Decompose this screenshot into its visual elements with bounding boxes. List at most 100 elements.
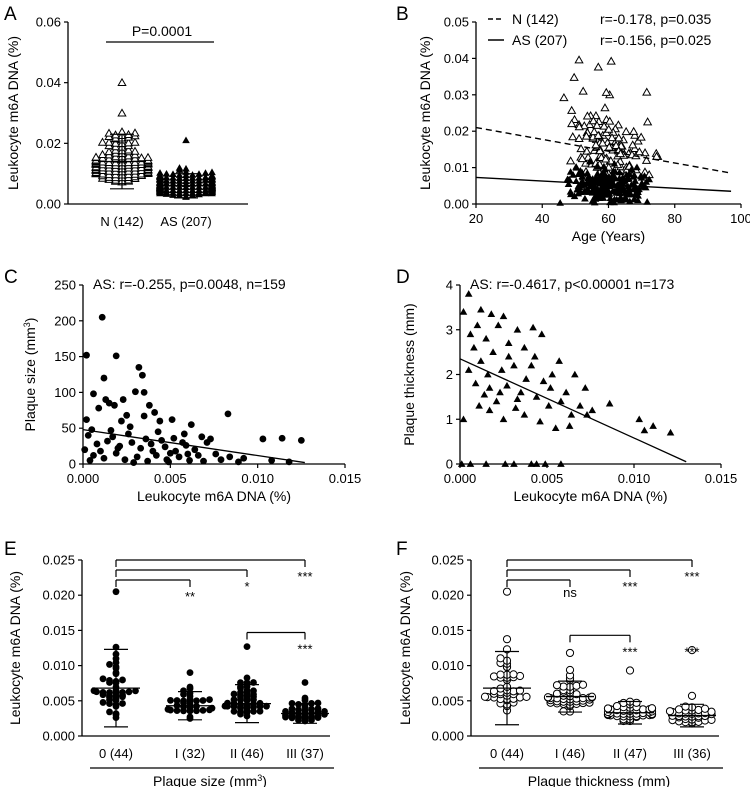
data-point xyxy=(576,402,584,409)
data-point xyxy=(570,192,579,200)
data-point xyxy=(610,195,619,203)
category-label: AS (207) xyxy=(160,214,211,229)
data-point xyxy=(484,370,492,378)
data-point xyxy=(590,198,599,206)
x-tick-label-d: 0.000 xyxy=(444,471,477,486)
data-point xyxy=(588,406,597,414)
data-point xyxy=(604,124,614,133)
data-point xyxy=(151,409,159,416)
category-label: III (37) xyxy=(286,746,324,761)
data-point xyxy=(173,707,181,715)
data-point xyxy=(457,460,466,467)
data-point xyxy=(126,423,134,431)
data-point xyxy=(243,674,251,682)
data-point xyxy=(104,137,114,146)
data-point xyxy=(485,406,494,414)
x-tick-label-b: 100 xyxy=(730,211,750,226)
data-point xyxy=(629,172,638,180)
significance-label: ns xyxy=(563,585,577,600)
data-point xyxy=(569,171,577,178)
data-point xyxy=(97,149,108,158)
y-axis-label-d: Plaque thickness (mm) xyxy=(401,303,417,445)
stat-annotation: AS: r=-0.255, p=0.0048, n=159 xyxy=(93,276,286,292)
data-point xyxy=(581,384,590,391)
data-point xyxy=(577,153,587,163)
data-point xyxy=(497,366,506,373)
data-point xyxy=(224,410,232,418)
data-point xyxy=(84,431,92,439)
data-point xyxy=(569,72,579,81)
category-label: II (46) xyxy=(230,746,264,761)
data-point xyxy=(117,77,127,87)
data-point xyxy=(509,670,518,679)
data-point xyxy=(496,654,505,663)
data-point xyxy=(140,389,148,396)
data-point xyxy=(600,103,610,112)
data-point xyxy=(610,159,619,167)
y-tick-label-b: 0.02 xyxy=(444,124,469,139)
data-point xyxy=(548,370,557,378)
data-point xyxy=(130,459,138,466)
data-point xyxy=(594,162,602,170)
y-tick-label-a: 0.02 xyxy=(36,136,61,151)
data-point xyxy=(184,450,192,458)
data-point xyxy=(504,339,513,347)
data-point xyxy=(601,165,609,173)
y-tick-label-c: 150 xyxy=(54,349,76,364)
x-axis-label-c: Leukocyte m6A DNA (%) xyxy=(137,488,291,504)
data-point xyxy=(199,697,207,704)
data-point xyxy=(90,390,97,398)
category-label: I (32) xyxy=(175,746,205,761)
data-point xyxy=(119,676,126,684)
data-point xyxy=(628,140,638,149)
x-tick-label-c: 0.000 xyxy=(67,471,100,486)
data-point xyxy=(104,128,114,137)
y-tick-label-e: 0.025 xyxy=(42,553,75,568)
data-point xyxy=(499,415,508,423)
data-point xyxy=(636,172,645,180)
data-point xyxy=(489,348,497,355)
significance-label: *** xyxy=(622,579,637,594)
data-point xyxy=(632,698,641,707)
data-point xyxy=(601,87,611,96)
data-point xyxy=(539,377,548,385)
data-point xyxy=(496,670,505,679)
regression-line xyxy=(475,176,732,192)
data-point xyxy=(99,699,107,706)
data-point xyxy=(201,173,210,181)
data-point xyxy=(250,687,257,695)
data-point xyxy=(278,434,286,442)
data-point xyxy=(119,700,126,707)
y-tick-label-e: 0.015 xyxy=(42,623,75,638)
data-point xyxy=(517,388,525,396)
y-tick-label-c: 250 xyxy=(54,278,76,293)
y-tick-label-f: 0.025 xyxy=(431,553,464,568)
data-point xyxy=(572,681,581,690)
data-point xyxy=(625,666,635,675)
data-point xyxy=(522,375,530,382)
data-point xyxy=(297,436,305,444)
data-point xyxy=(584,174,593,182)
data-point xyxy=(614,133,624,142)
data-point xyxy=(130,128,140,137)
data-point xyxy=(602,186,611,193)
data-point xyxy=(499,312,508,320)
data-point xyxy=(208,168,216,176)
data-point xyxy=(136,153,147,162)
y-axis-label-e: Leukocyte m6A DNA (%) xyxy=(7,571,23,725)
data-point xyxy=(100,454,108,462)
data-point xyxy=(187,421,195,429)
data-point xyxy=(485,384,494,391)
regression-line xyxy=(475,126,732,174)
significance-label: *** xyxy=(684,644,699,659)
panel-letter-d: D xyxy=(396,267,410,288)
data-point xyxy=(169,173,177,181)
data-point xyxy=(504,352,513,360)
data-point xyxy=(568,132,578,141)
data-point xyxy=(104,437,111,445)
data-point xyxy=(633,186,642,193)
data-point xyxy=(175,171,184,178)
x-tick-label-b: 40 xyxy=(535,211,549,226)
y-tick-label-e: 0.010 xyxy=(42,658,75,673)
data-point xyxy=(544,402,553,409)
